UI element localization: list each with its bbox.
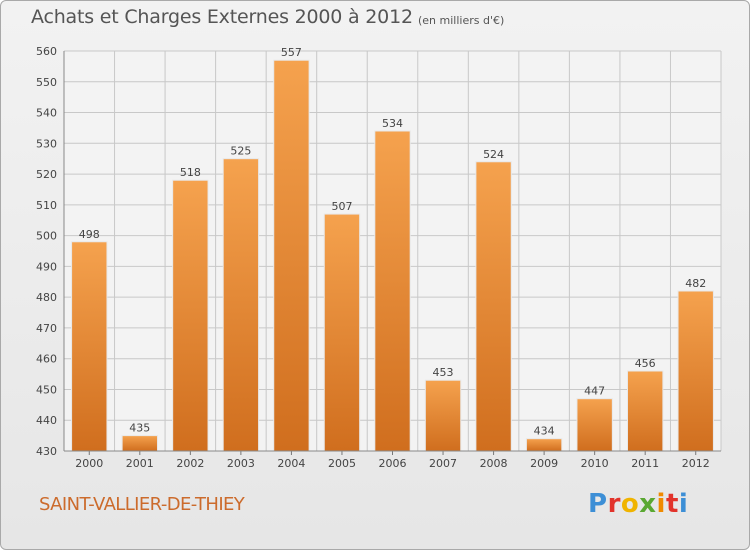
logo-letter: i bbox=[678, 489, 689, 519]
bar bbox=[172, 179, 209, 452]
x-tick-label: 2011 bbox=[631, 457, 659, 470]
data-label: 524 bbox=[483, 148, 504, 161]
logo-letter: x bbox=[639, 489, 657, 519]
y-tick-label: 520 bbox=[36, 168, 57, 181]
commune-name: SAINT-VALLIER-DE-THIEY bbox=[39, 494, 245, 515]
data-label: 434 bbox=[534, 425, 555, 438]
y-tick-label: 440 bbox=[36, 414, 57, 427]
bar bbox=[71, 241, 108, 452]
bar bbox=[374, 130, 411, 452]
y-tick-label: 500 bbox=[36, 230, 57, 243]
y-tick-label: 490 bbox=[36, 260, 57, 273]
data-label: 435 bbox=[129, 422, 150, 435]
y-tick-label: 530 bbox=[36, 137, 57, 150]
x-tick-label: 2008 bbox=[480, 457, 508, 470]
y-tick-label: 510 bbox=[36, 199, 57, 212]
x-tick-label: 2003 bbox=[227, 457, 255, 470]
logo-letter: o bbox=[620, 489, 640, 519]
logo-letter: t bbox=[665, 489, 679, 519]
x-tick-label: 2000 bbox=[75, 457, 103, 470]
data-label: 447 bbox=[584, 385, 605, 398]
x-tick-label: 2010 bbox=[581, 457, 609, 470]
data-label: 456 bbox=[635, 357, 656, 370]
x-tick-label: 2005 bbox=[328, 457, 356, 470]
x-tick-label: 2012 bbox=[682, 457, 710, 470]
bar bbox=[273, 59, 310, 452]
x-tick-label: 2004 bbox=[277, 457, 305, 470]
y-tick-label: 540 bbox=[36, 107, 57, 120]
bar bbox=[323, 213, 361, 452]
chart-subtitle: (en milliers d'€) bbox=[418, 14, 505, 27]
data-label: 482 bbox=[685, 277, 706, 290]
x-tick-label: 2009 bbox=[530, 457, 558, 470]
x-tick-label: 2001 bbox=[126, 457, 154, 470]
bar bbox=[222, 158, 260, 452]
bar bbox=[627, 370, 664, 452]
bar bbox=[424, 379, 462, 452]
logo-letter: P bbox=[588, 489, 608, 519]
data-label: 557 bbox=[281, 46, 302, 59]
y-tick-label: 480 bbox=[36, 291, 57, 304]
bar bbox=[475, 161, 512, 452]
y-tick-label: 560 bbox=[36, 45, 57, 58]
data-label: 525 bbox=[230, 145, 251, 158]
x-tick-label: 2006 bbox=[379, 457, 407, 470]
bar bbox=[576, 398, 613, 452]
y-tick-label: 430 bbox=[36, 445, 57, 458]
data-label: 534 bbox=[382, 117, 403, 130]
y-tick-label: 470 bbox=[36, 322, 57, 335]
data-label: 518 bbox=[180, 166, 201, 179]
logo-letter: r bbox=[607, 489, 621, 519]
data-label: 498 bbox=[79, 228, 100, 241]
x-tick-label: 2007 bbox=[429, 457, 457, 470]
chart-title: Achats et Charges Externes 2000 à 2012 bbox=[31, 6, 413, 28]
logo-letter: i bbox=[656, 489, 666, 519]
data-label: 453 bbox=[433, 366, 454, 379]
y-tick-label: 450 bbox=[36, 383, 57, 396]
y-tick-label: 550 bbox=[36, 76, 57, 89]
x-tick-label: 2002 bbox=[176, 457, 204, 470]
data-label: 507 bbox=[331, 200, 352, 213]
bar bbox=[677, 290, 714, 452]
bar bbox=[121, 435, 158, 452]
bar bbox=[525, 438, 563, 452]
proxiti-logo[interactable]: Proxiti bbox=[588, 489, 688, 519]
y-tick-label: 460 bbox=[36, 353, 57, 366]
